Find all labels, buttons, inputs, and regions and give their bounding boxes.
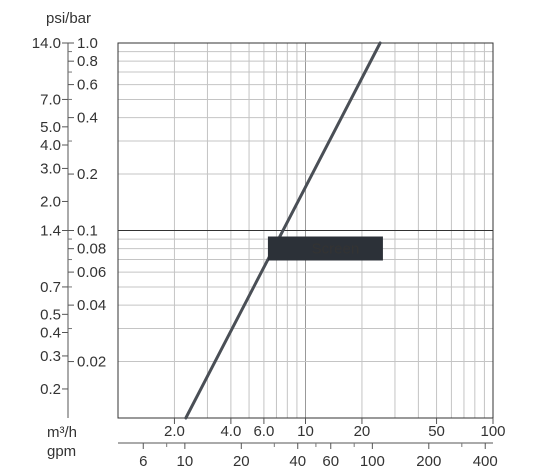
bar-tick-label: 0.02 — [77, 354, 106, 371]
bar-tick-label: 0.6 — [77, 77, 98, 94]
m3h-unit-label: m³/h — [47, 424, 77, 441]
psi-tick-label: 0.4 — [40, 325, 61, 342]
psi-axis: 14.0 7.0 5.04.0 3.0 2.0 1.4 0.7 0.5 0.4 0.3 0.2 — [32, 35, 68, 398]
gpm-tick-label: 200 — [416, 453, 441, 470]
psi-tick-label: 0.5 — [40, 306, 61, 323]
m3h-tick-label: 10 — [297, 423, 314, 440]
psi-tick-label: 7.0 — [40, 91, 61, 108]
psi-tick-label: 3.0 — [40, 160, 61, 177]
m3h-tick-label: 20 — [354, 423, 371, 440]
y-unit-label: psi/bar — [46, 10, 91, 27]
gpm-tick-label: 100 — [360, 453, 385, 470]
series-label: Screen — [312, 241, 360, 258]
m3h-tick-label: 50 — [428, 423, 445, 440]
psi-tick-label: 2.0 — [40, 193, 61, 210]
psi-tick-label: 14.0 — [32, 35, 61, 52]
bar-tick-label: 0.04 — [77, 297, 106, 314]
bar-tick-label: 0.2 — [77, 166, 98, 183]
gpm-tick-label: 20 — [233, 453, 250, 470]
gpm-unit-label: gpm — [47, 443, 76, 460]
gpm-tick-label: 10 — [177, 453, 194, 470]
series-label-group: Screen — [268, 237, 383, 261]
bar-tick-label: 0.06 — [77, 264, 106, 281]
m3h-axis: 2.0 4.0 6.0 10 20 50 100 — [164, 418, 506, 440]
psi-tick-label: 1.4 — [40, 223, 61, 240]
m3h-tick-label: 6.0 — [253, 423, 274, 440]
m3h-tick-label: 100 — [480, 423, 505, 440]
psi-tick-label: 5.0 — [40, 119, 61, 136]
bar-tick-label: 0.08 — [77, 241, 106, 258]
bar-axis: 1.00.8 0.6 0.4 0.2 0.10.08 0.06 0.04 0.02 — [68, 35, 106, 371]
gpm-tick-label: 40 — [289, 453, 306, 470]
m3h-tick-label: 2.0 — [164, 423, 185, 440]
bar-tick-label: 1.0 — [77, 35, 98, 52]
psi-tick-label: 0.3 — [40, 348, 61, 365]
gpm-tick-label: 400 — [473, 453, 498, 470]
gpm-axis: 6 10 20 40 60 100 200 400 — [139, 443, 498, 470]
gpm-tick-label: 60 — [322, 453, 339, 470]
psi-tick-label: 0.2 — [40, 381, 61, 398]
bar-tick-label: 0.8 — [77, 53, 98, 70]
gpm-tick-label: 6 — [139, 453, 147, 470]
m3h-tick-label: 4.0 — [220, 423, 241, 440]
bar-tick-label: 0.4 — [77, 110, 98, 127]
bar-tick-label: 0.1 — [77, 223, 98, 240]
psi-tick-label: 4.0 — [40, 137, 61, 154]
psi-tick-label: 0.7 — [40, 279, 61, 296]
